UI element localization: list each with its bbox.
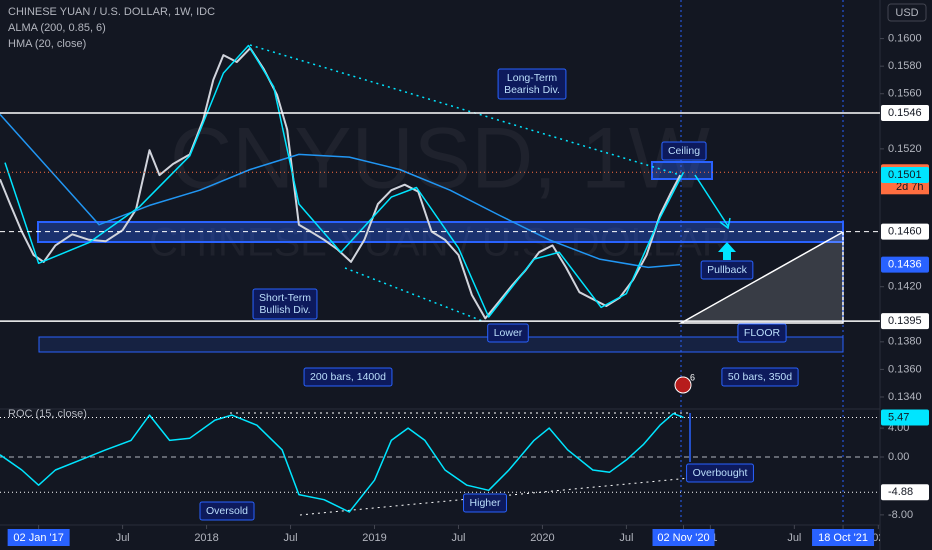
level-label: 5.47 <box>888 411 909 423</box>
annotation: Lower <box>487 323 529 343</box>
annotation-box <box>487 323 529 343</box>
wedge <box>678 230 844 324</box>
series-line <box>0 412 684 513</box>
annotation-box <box>252 288 318 320</box>
x-tick-label: 02 Jan '17 <box>13 532 63 544</box>
plot-area <box>0 44 880 513</box>
level-label: 0.1501 <box>888 169 922 181</box>
y-tick-label: 0.1420 <box>888 281 922 293</box>
annotation-box <box>737 323 787 343</box>
y-tick-label: -8.00 <box>888 509 913 521</box>
x-tick-label: 02 Nov '20 <box>657 532 709 544</box>
series-line <box>0 113 681 269</box>
level-label: 0.1460 <box>888 225 922 237</box>
annotation: Overbought <box>686 463 754 483</box>
annotation-text: Lower <box>494 327 523 339</box>
legend-entry: ALMA (200, 0.85, 6) <box>8 22 106 34</box>
level-box <box>881 409 929 426</box>
y-tick-label: 0.1520 <box>888 143 922 155</box>
countdown: 2d 7h <box>896 181 924 193</box>
countdown-box <box>881 180 929 195</box>
annotation: FLOOR <box>737 323 787 343</box>
level-label: 0.1395 <box>888 315 922 327</box>
annotation-text: Long-Term <box>507 72 557 84</box>
annotation-text: Ceiling <box>668 145 700 157</box>
level-box <box>881 223 929 240</box>
x-tick-label: Jul <box>116 532 130 544</box>
x-tick-label: 2020 <box>530 532 554 544</box>
x-tick-label: Jul <box>451 532 465 544</box>
badge-count: 6 <box>690 372 695 382</box>
annotation-text: Oversold <box>206 505 248 517</box>
annotation-text: 200 bars, 1400d <box>310 371 386 383</box>
level-box <box>881 484 929 501</box>
watermark: CNYUSD, 1W <box>170 111 710 207</box>
y-tick-label: 0.1340 <box>888 391 922 403</box>
x-tick-label: Jul <box>284 532 298 544</box>
y-tick-label: 0.1600 <box>888 33 922 45</box>
y-tick-label: 0.1360 <box>888 363 922 375</box>
x-tick-highlight <box>812 529 875 546</box>
level-label: -4.88 <box>888 486 913 498</box>
level-label: 0.1436 <box>888 259 922 271</box>
arrow <box>694 174 731 230</box>
annotation-text: 50 bars, 350d <box>728 371 792 383</box>
annotation-box <box>686 463 754 483</box>
annotation-text: Bullish Div. <box>259 304 310 316</box>
legend-entry: HMA (20, close) <box>8 38 86 50</box>
currency-box <box>887 3 927 22</box>
layer: 0.1600 0.1580 0.1560 0.1520 0.1420 0.1380 0.13… <box>0 22 929 546</box>
annotation: 50 bars, 350d <box>721 367 799 387</box>
level-box <box>881 313 929 330</box>
pullback-arrow <box>718 242 736 260</box>
ceiling-zone <box>651 161 713 180</box>
x-tick-label: 2019 <box>362 532 386 544</box>
annotation: Higher <box>463 493 507 513</box>
date-range <box>38 336 844 353</box>
annotation: Pullback <box>700 260 754 280</box>
level-box <box>881 105 929 122</box>
chart-title: CHINESE YUAN / U.S. DOLLAR, 1W, IDC <box>8 6 215 18</box>
annotation-box <box>700 260 754 280</box>
annotation-box <box>303 367 393 387</box>
annotation-box <box>661 141 707 161</box>
x-tick-label: 2018 <box>194 532 218 544</box>
y-tick-label: 0.00 <box>888 451 909 463</box>
x-tick-label: Jul <box>619 532 633 544</box>
trend-line <box>344 267 486 323</box>
x-tick-highlight <box>652 529 715 546</box>
annotation-text: Pullback <box>707 264 747 276</box>
y-tick-label: 0.1560 <box>888 88 922 100</box>
currency: USD <box>895 7 918 19</box>
annotation-box <box>721 367 799 387</box>
level-box <box>881 256 929 273</box>
y-tick-label: 0.1580 <box>888 60 922 72</box>
legend-entry: ROC (15, close) <box>8 408 87 420</box>
annotation: Oversold <box>199 501 255 521</box>
annotation: Ceiling <box>661 141 707 161</box>
y-tick-label: 0.1380 <box>888 336 922 348</box>
annotation-box <box>497 68 567 100</box>
level-box <box>881 167 929 184</box>
x-tick-highlight <box>7 529 70 546</box>
x-tick-label: Jul <box>787 532 801 544</box>
annotation-text: Bearish Div. <box>504 84 560 96</box>
annotation-box <box>199 501 255 521</box>
annotation-text: Overbought <box>693 467 748 479</box>
level-label: 0.1546 <box>888 107 922 119</box>
annotation-box <box>463 493 507 513</box>
x-axis: 02 Jan '17Jul2018Jul2019Jul2020Jul'21Jul… <box>7 525 880 546</box>
annotation-text: FLOOR <box>744 327 781 339</box>
series-line <box>4 44 685 318</box>
annotation-text: Short-Term <box>259 292 311 304</box>
annotation: 200 bars, 1400d <box>303 367 393 387</box>
x-tick-label: 18 Oct '21 <box>818 532 868 544</box>
annotation-text: Higher <box>470 497 501 509</box>
event-badge <box>674 376 692 394</box>
